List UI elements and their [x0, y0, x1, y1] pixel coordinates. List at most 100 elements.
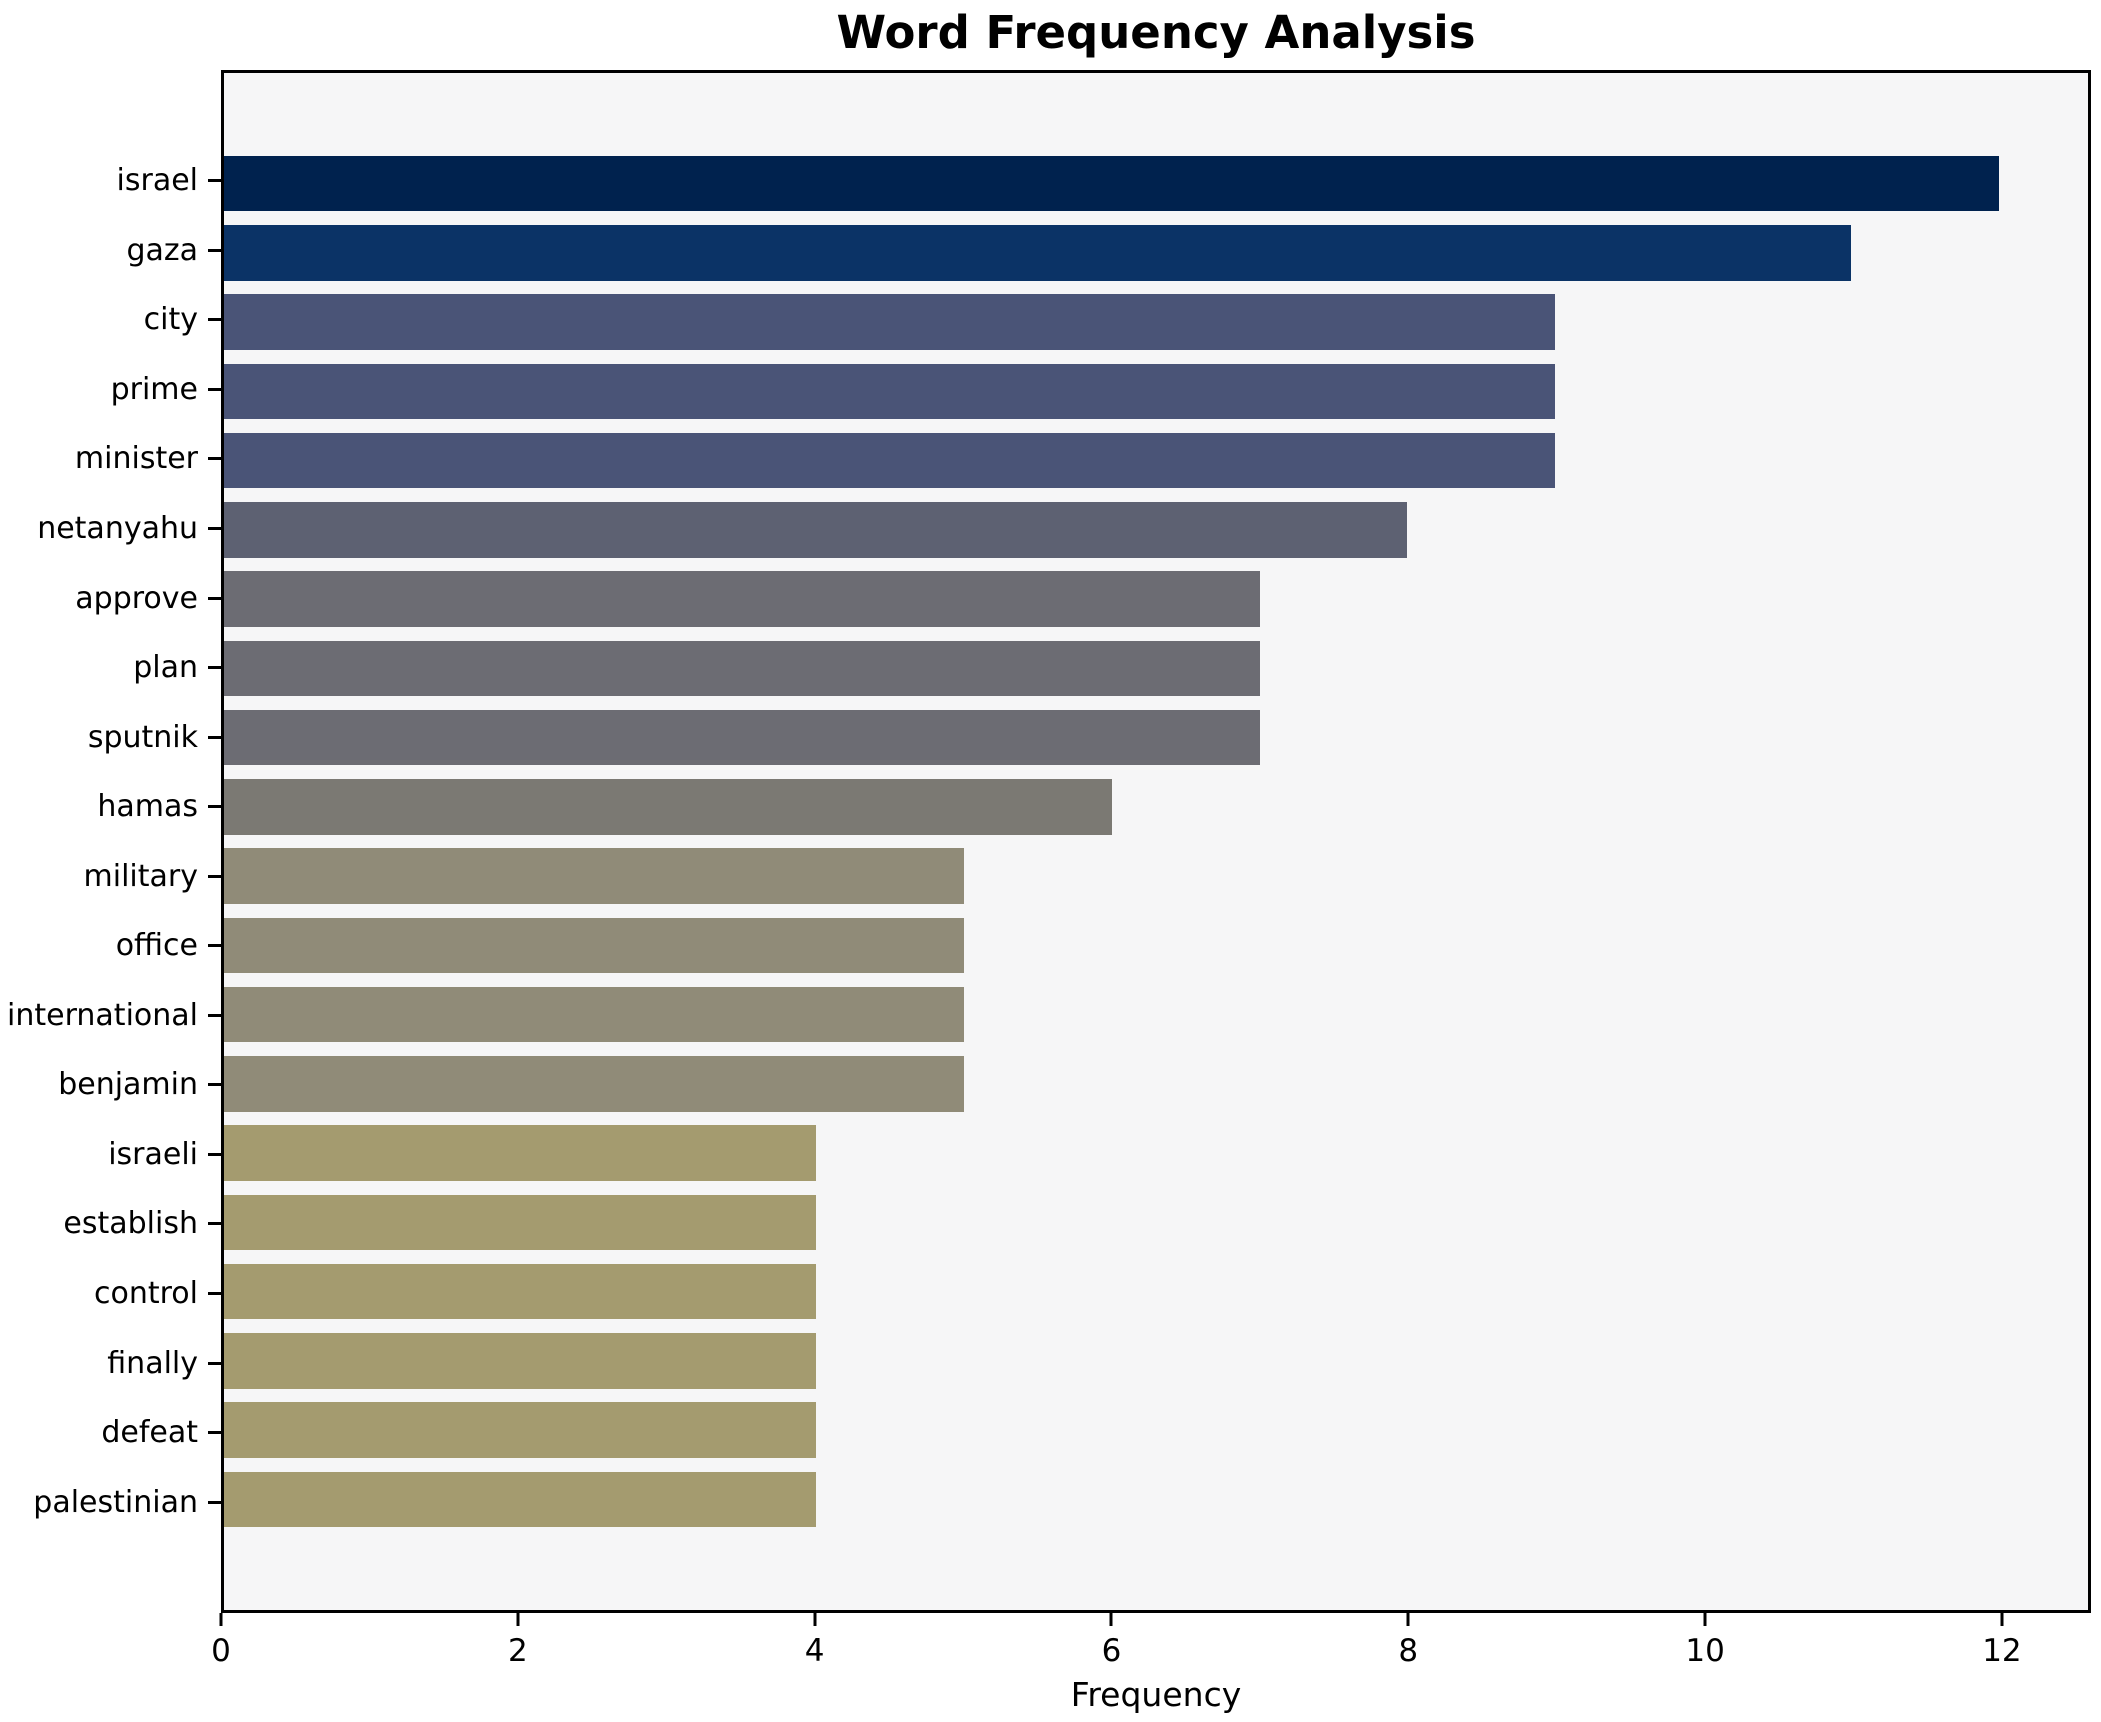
bar-office [224, 917, 964, 974]
y-label-row: benjamin [0, 1050, 221, 1120]
y-tick-mark [208, 1083, 221, 1087]
bar-row [224, 980, 2088, 1049]
bar-row [224, 1119, 2088, 1188]
y-label-approve: approve [75, 580, 198, 616]
x-tick-label: 8 [1398, 1633, 1419, 1669]
bar-row [224, 703, 2088, 772]
y-label-office: office [115, 928, 198, 964]
y-label-row: control [0, 1259, 221, 1329]
bar-establish [224, 1194, 816, 1251]
y-label-row: gaza [0, 216, 221, 286]
y-tick-mark [208, 1222, 221, 1226]
bar-gaza [224, 225, 1852, 281]
y-label-israeli: israeli [108, 1136, 198, 1172]
bar-row [224, 842, 2088, 911]
y-label-row: city [0, 285, 221, 355]
bar-plan [224, 640, 1260, 697]
x-tick-mark [2000, 1613, 2004, 1626]
y-tick-mark [208, 179, 221, 183]
y-label-row: military [0, 841, 221, 911]
bar-military [224, 848, 964, 904]
x-axis: Frequency 0 2 4 6 8 10 12 [211, 1613, 2091, 1722]
x-tick-mark [813, 1613, 817, 1626]
x-tick-label: 4 [804, 1633, 825, 1669]
y-label-row: palestinian [0, 1467, 221, 1537]
x-tick-label: 0 [211, 1633, 231, 1669]
x-axis-title: Frequency [1070, 1675, 1242, 1714]
bar-row [224, 911, 2088, 980]
bar-control [224, 1263, 816, 1320]
x-tick-mark [219, 1613, 223, 1626]
y-label-row: prime [0, 355, 221, 425]
y-label-row: office [0, 911, 221, 981]
y-label-row: defeat [0, 1398, 221, 1468]
bar-prime [224, 363, 1556, 420]
bar-row [224, 1049, 2088, 1118]
bar-netanyahu [224, 502, 1408, 558]
bar-international [224, 986, 964, 1043]
bar-row [224, 426, 2088, 495]
y-label-israel: israel [116, 163, 198, 199]
y-label-row: sputnik [0, 702, 221, 772]
y-label-row: international [0, 981, 221, 1051]
y-tick-mark [208, 596, 221, 600]
y-tick-mark [208, 1361, 221, 1365]
x-tick-mark [1703, 1613, 1707, 1626]
y-label-minister: minister [74, 441, 198, 477]
y-label-hamas: hamas [97, 789, 198, 825]
bar-rows [224, 73, 2088, 1610]
bar-row [224, 1257, 2088, 1326]
y-tick-mark [208, 666, 221, 670]
y-label-sputnik: sputnik [87, 719, 198, 755]
y-label-benjamin: benjamin [58, 1067, 198, 1103]
x-tick-mark [1406, 1613, 1410, 1626]
bar-row [224, 357, 2088, 426]
y-label-palestinian: palestinian [33, 1484, 198, 1520]
y-label-row: approve [0, 563, 221, 633]
y-tick-mark [208, 318, 221, 322]
bar-row [224, 288, 2088, 357]
bar-row [224, 565, 2088, 634]
bar-israeli [224, 1125, 816, 1181]
bar-sputnik [224, 709, 1260, 766]
y-tick-mark [208, 944, 221, 948]
y-label-city: city [143, 302, 198, 338]
y-tick-mark [208, 1013, 221, 1017]
y-tick-mark [208, 1431, 221, 1435]
bar-israel [224, 155, 2000, 212]
bar-row [224, 1465, 2088, 1534]
plot-area [221, 70, 2091, 1613]
bar-minister [224, 432, 1556, 489]
y-label-row: israel [0, 146, 221, 216]
bar-row [224, 1326, 2088, 1395]
x-tick-label: 2 [507, 1633, 528, 1669]
y-label-row: netanyahu [0, 494, 221, 564]
x-tick-label: 6 [1101, 1633, 1122, 1669]
y-tick-mark [208, 527, 221, 530]
bar-benjamin [224, 1056, 964, 1112]
y-label-establish: establish [63, 1206, 198, 1242]
y-label-row: hamas [0, 772, 221, 842]
y-label-prime: prime [110, 371, 198, 407]
y-label-plan: plan [133, 650, 198, 686]
y-tick-mark [208, 1500, 221, 1504]
bar-defeat [224, 1402, 816, 1458]
y-tick-mark [208, 874, 221, 878]
x-tick-label: 12 [1982, 1633, 2022, 1669]
bar-row [224, 149, 2088, 218]
y-label-finally: finally [107, 1345, 198, 1381]
bar-hamas [224, 779, 1112, 835]
y-tick-mark [208, 387, 221, 391]
y-tick-mark [208, 248, 221, 252]
y-label-netanyahu: netanyahu [37, 511, 198, 546]
bar-approve [224, 571, 1260, 627]
y-label-international: international [7, 997, 198, 1033]
bar-palestinian [224, 1471, 816, 1528]
y-label-row: israeli [0, 1120, 221, 1190]
bar-city [224, 294, 1556, 350]
y-tick-mark [208, 1152, 221, 1156]
bar-row [224, 1188, 2088, 1257]
bar-row [224, 218, 2088, 287]
bar-row [224, 495, 2088, 564]
y-axis-labels: israel gaza city prime minister netanyahu appr… [0, 70, 221, 1613]
